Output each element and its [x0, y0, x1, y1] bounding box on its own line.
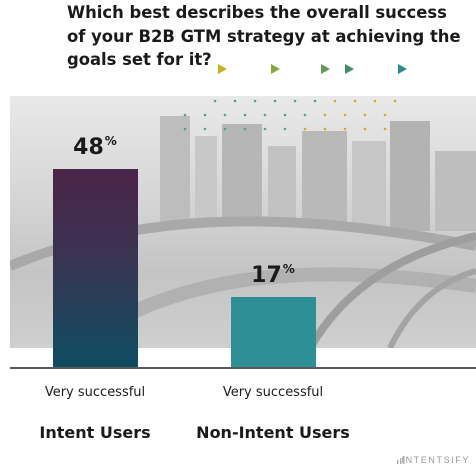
data-label-value: 48 — [73, 134, 104, 160]
data-label-value: 17 — [251, 262, 282, 288]
data-label-1: 48% — [35, 134, 155, 160]
x-axis-baseline — [10, 367, 476, 369]
chart-title: Which best describes the overall success… — [67, 3, 461, 69]
brand-logo: INTENTSIFY — [401, 455, 470, 465]
tick-label-response: Very successful — [44, 385, 146, 400]
tick-label-response: Very successful — [222, 385, 324, 400]
data-label-2: 17% — [213, 262, 333, 288]
bars-logo-icon — [397, 456, 405, 464]
data-label-unit: % — [282, 261, 295, 276]
tick-label-group: Non-Intent Users — [196, 423, 350, 442]
data-label-unit: % — [104, 133, 117, 148]
tick-label-group: Intent Users — [39, 423, 151, 442]
bar-2 — [230, 296, 316, 367]
bar-1 — [52, 168, 138, 367]
